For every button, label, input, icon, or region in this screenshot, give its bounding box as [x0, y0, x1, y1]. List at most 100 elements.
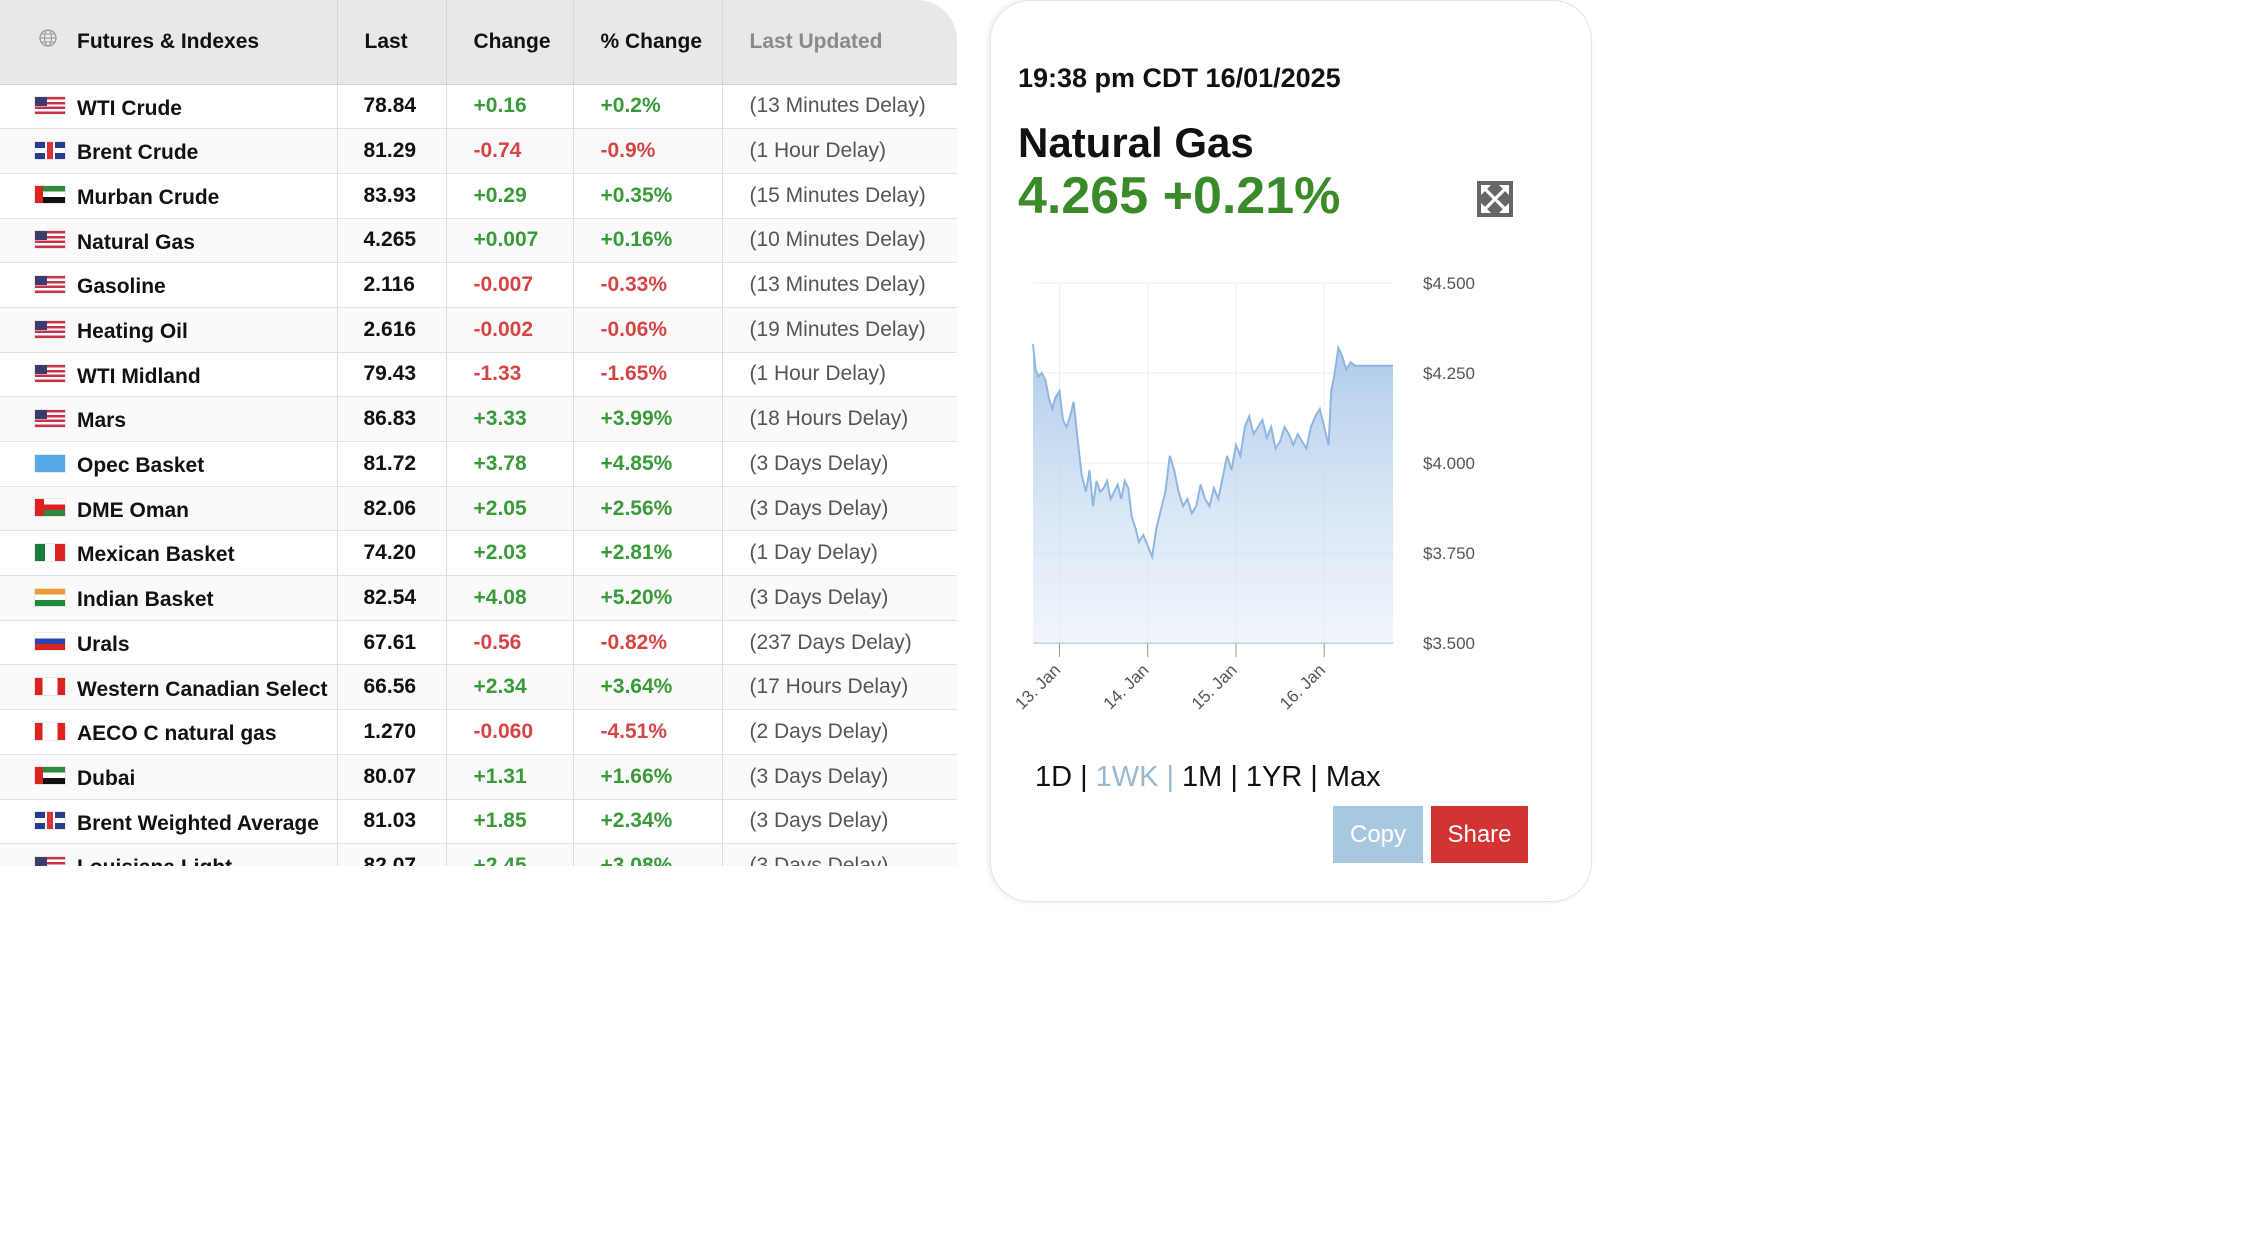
pct-change-value: +1.66% [573, 754, 723, 800]
table-row[interactable]: WTI Crude 78.84 +0.16 +0.2% (13 Minutes Dela… [0, 84, 957, 130]
commodity-cell[interactable]: AECO C natural gas [0, 709, 338, 755]
range-separator: | [1166, 761, 1175, 793]
last-updated-value: (1 Day Delay) [722, 530, 957, 577]
header-last-updated: Last Updated [722, 0, 957, 85]
commodity-label[interactable]: AECO C natural gas [77, 722, 277, 746]
change-value: +2.03 [446, 530, 574, 577]
commodity-cell[interactable]: Western Canadian Select [0, 664, 338, 711]
commodity-label[interactable]: Mars [77, 409, 127, 433]
last-updated-value: (15 Minutes Delay) [722, 173, 957, 219]
last-price: 4.265 [337, 218, 447, 264]
commodity-cell[interactable]: Mars [0, 396, 338, 442]
header-last[interactable]: Last [337, 0, 447, 85]
commodity-cell[interactable]: Murban Crude [0, 173, 338, 219]
table-row[interactable]: Mexican Basket 74.20 +2.03 +2.81% (1 Day Del… [0, 530, 957, 577]
commodity-label[interactable]: Brent Weighted Average [77, 811, 319, 835]
commodity-cell[interactable]: DME Oman [0, 486, 338, 532]
commodity-cell[interactable]: Louisiana Light [0, 843, 338, 866]
flag-us-icon [35, 856, 65, 866]
change-value: +0.16 [446, 84, 574, 130]
table-row[interactable]: AECO C natural gas 1.270 -0.060 -4.51% (2 Da… [0, 709, 957, 755]
commodity-label[interactable]: Louisiana Light [77, 856, 232, 866]
table-row[interactable]: Urals 67.61 -0.56 -0.82% (237 Days Delay) [0, 620, 957, 666]
table-row[interactable]: DME Oman 82.06 +2.05 +2.56% (3 Days Delay) [0, 486, 957, 532]
table-row[interactable]: Brent Crude 81.29 -0.74 -0.9% (1 Hour Delay) [0, 128, 957, 174]
pct-change-value: +5.20% [573, 575, 723, 621]
commodity-cell[interactable]: Natural Gas [0, 218, 338, 264]
flag-gb-icon [35, 141, 65, 159]
table-row[interactable]: Indian Basket 82.54 +4.08 +5.20% (3 Days Del… [0, 575, 957, 621]
commodity-label[interactable]: Heating Oil [77, 320, 188, 343]
table-row[interactable]: Murban Crude 83.93 +0.29 +0.35% (15 Minutes … [0, 173, 957, 219]
table-row[interactable]: Opec Basket 81.72 +3.78 +4.85% (3 Days Delay… [0, 441, 957, 487]
range-1m[interactable]: 1M [1182, 761, 1223, 793]
commodity-label[interactable]: Opec Basket [77, 454, 205, 478]
last-updated-value: (18 Hours Delay) [722, 396, 957, 442]
table-row[interactable]: WTI Midland 79.43 -1.33 -1.65% (1 Hour Delay… [0, 352, 957, 398]
range-1wk[interactable]: 1WK [1095, 761, 1159, 793]
commodity-label[interactable]: Dubai [77, 766, 136, 790]
flag-ru-icon [35, 633, 65, 651]
commodity-cell[interactable]: Heating Oil [0, 307, 338, 353]
commodity-label[interactable]: Mexican Basket [77, 543, 235, 567]
pct-change-value: -0.9% [573, 128, 723, 174]
commodity-label[interactable]: WTI Crude [77, 96, 182, 120]
range-separator: | [1230, 761, 1238, 793]
table-row[interactable]: Mars 86.83 +3.33 +3.99% (18 Hours Delay) [0, 396, 957, 442]
last-price: 86.83 [337, 396, 447, 442]
pct-change-value: +0.16% [573, 218, 723, 264]
table-row[interactable]: Gasoline 2.116 -0.007 -0.33% (13 Minutes Del… [0, 262, 957, 308]
table-row[interactable]: Western Canadian Select 66.56 +2.34 +3.64%(… [0, 664, 957, 711]
header-change[interactable]: Change [446, 0, 574, 85]
commodity-cell[interactable]: Brent Weighted Average [0, 799, 338, 845]
table-row[interactable]: Heating Oil 2.616 -0.002 -0.06% (19 Minutes … [0, 307, 957, 353]
table-row[interactable]: Brent Weighted Average 81.03 +1.85 +2.34% (3… [0, 799, 957, 845]
y-tick-label: $3.500 [1423, 634, 1475, 653]
flag-ae-icon [35, 186, 65, 204]
commodity-cell[interactable]: Opec Basket [0, 441, 338, 487]
price-chart[interactable]: $4.500 $4.250 $4.000 $3.750 $3.500 13. Jan 14… [1011, 269, 1531, 729]
last-price: 81.72 [337, 441, 447, 487]
range-selector: 1D | 1WK | 1M | 1YR | Max [1035, 761, 1381, 794]
commodity-cell[interactable]: WTI Crude [0, 84, 338, 130]
commodity-label[interactable]: Urals [77, 632, 130, 656]
commodity-cell[interactable]: Mexican Basket [0, 530, 338, 577]
flag-us-icon [35, 320, 65, 338]
table-header-row: Futures & Indexes Last Change % Change L… [0, 0, 957, 85]
share-button[interactable]: Share [1431, 806, 1528, 863]
change-value: +2.45 [446, 843, 574, 866]
commodity-cell[interactable]: Indian Basket [0, 575, 338, 621]
last-updated-value: (1 Hour Delay) [722, 352, 957, 398]
commodity-label[interactable]: Murban Crude [77, 185, 220, 209]
commodity-label[interactable]: Gasoline [77, 275, 166, 299]
commodity-cell[interactable]: Urals [0, 620, 338, 666]
copy-button[interactable]: Copy [1333, 806, 1423, 863]
commodity-label[interactable]: Natural Gas [77, 230, 195, 254]
table-row[interactable]: Louisiana Light 82.07+2.45+3.08%(3 Days D… [0, 843, 957, 866]
commodity-cell[interactable]: Gasoline [0, 262, 338, 308]
commodity-cell[interactable]: WTI Midland [0, 352, 338, 398]
change-value: +0.007 [446, 218, 574, 264]
pct-change-value: +0.35% [573, 173, 723, 219]
range-separator: | [1080, 761, 1088, 793]
commodity-label[interactable]: WTI Midland [77, 364, 201, 388]
expand-icon[interactable] [1477, 181, 1513, 217]
header-futures-indexes[interactable]: Futures & Indexes [0, 0, 338, 85]
commodity-label[interactable]: Indian Basket [77, 588, 214, 612]
commodity-cell[interactable]: Brent Crude [0, 128, 338, 174]
range-1yr[interactable]: 1YR [1245, 761, 1303, 793]
range-1d[interactable]: 1D [1035, 761, 1073, 793]
range-max[interactable]: Max [1325, 761, 1381, 793]
table-row[interactable]: Dubai 80.07 +1.31 +1.66% (3 Days Delay) [0, 754, 957, 800]
globe-icon [39, 29, 57, 47]
pct-change-value: -0.82% [573, 620, 723, 666]
flag-mx-icon [35, 543, 65, 561]
commodity-label[interactable]: Brent Crude [77, 141, 199, 165]
last-updated-value: (3 Days Delay) [722, 754, 957, 800]
header-pct-change[interactable]: % Change [573, 0, 723, 85]
commodity-label[interactable]: DME Oman [77, 498, 190, 522]
commodity-label[interactable]: Western Canadian Select [77, 677, 328, 701]
commodity-cell[interactable]: Dubai [0, 754, 338, 800]
flag-ae-icon [35, 767, 65, 785]
table-row[interactable]: Natural Gas 4.265 +0.007 +0.16% (10 Minutes … [0, 218, 957, 264]
